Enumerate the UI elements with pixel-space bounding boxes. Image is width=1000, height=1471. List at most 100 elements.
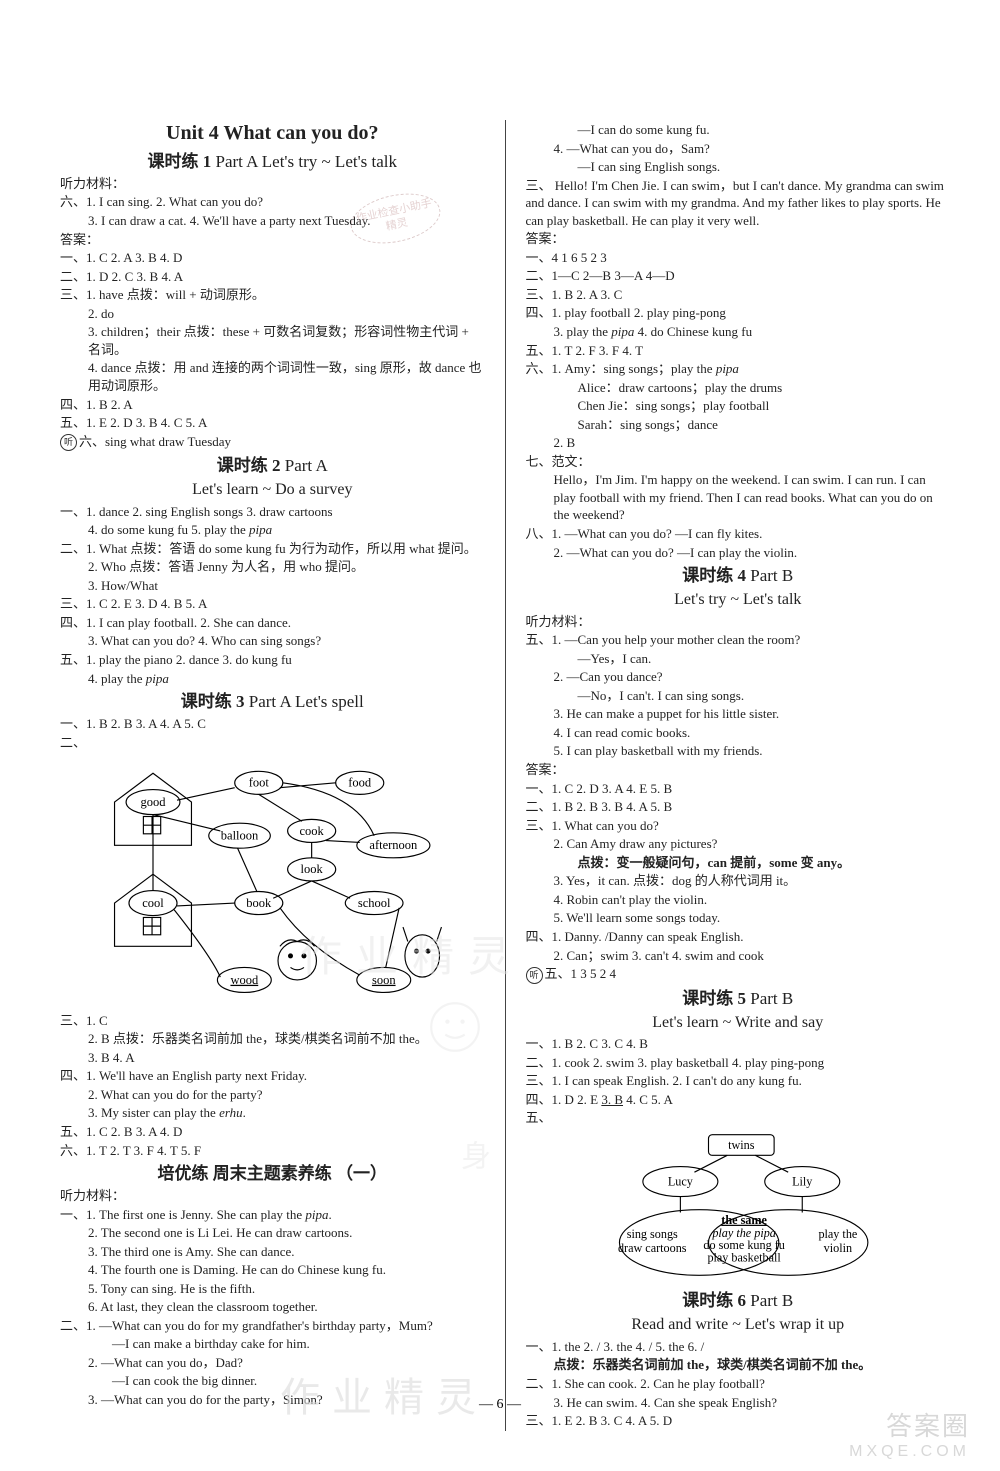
lesson6-sub: Read and write ~ Let's wrap it up	[526, 1314, 951, 1336]
py-one-6: 6. At last, they clean the classroom tog…	[60, 1298, 485, 1316]
l1-three-3: 3. children；their 点拨：these + 可数名词复数；形容词性…	[60, 323, 485, 358]
py-one-1: 一、1. The first one is Jenny. She can pla…	[60, 1206, 485, 1224]
l3-five: 五、1. C 2. B 3. A 4. D	[60, 1123, 485, 1141]
column-divider	[505, 120, 506, 1431]
lesson5-title-en: Part B	[750, 989, 793, 1008]
l1-one: 一、1. C 2. A 3. B 4. D	[60, 249, 485, 267]
py-title-text: 培优练 周末主题素养练 （一）	[158, 1164, 388, 1183]
svg-text:balloon: balloon	[221, 829, 259, 843]
l1-sixc: 听六、sing what draw Tuesday	[60, 433, 485, 452]
lesson4-title-en: Part B	[750, 566, 793, 585]
l3-three-1: 三、1. C	[60, 1012, 485, 1030]
l2-one-2: 4. do some kung fu 5. play the pipa	[60, 521, 485, 539]
pyc-eight-1: 八、1. —What can you do? —I can fly kites.	[526, 525, 951, 543]
svg-text:school: school	[358, 896, 391, 910]
l4-three-4: 4. Robin can't play the violin.	[526, 891, 951, 909]
svg-text:twins: twins	[728, 1138, 755, 1152]
l2-two-3: 3. How/What	[60, 577, 485, 595]
unit-title: Unit 4 What can you do?	[60, 120, 485, 147]
l5-two: 二、1. cook 2. swim 3. play basketball 4. …	[526, 1054, 951, 1072]
lesson5-title-chn: 课时练 5	[682, 989, 746, 1008]
l3-one: 一、1. B 2. B 3. A 4. A 5. C	[60, 715, 485, 733]
l2-five-1: 五、1. play the piano 2. dance 3. do kung …	[60, 651, 485, 669]
lesson4-title-chn: 课时练 4	[682, 566, 746, 585]
l4-one: 一、1. C 2. D 3. A 4. E 5. B	[526, 780, 951, 798]
l2-two-2: 2. Who 点拨：答语 Jenny 为人名，用 who 提问。	[60, 558, 485, 576]
py-two-1b: —I can make a birthday cake for him.	[60, 1335, 485, 1353]
l2-five-2: 4. play the pipa	[60, 670, 485, 688]
lesson4-sub: Let's try ~ Let's talk	[526, 589, 951, 611]
l1-tl-label: 听力材料：	[60, 175, 485, 193]
lesson2-title: 课时练 2 Part A	[60, 455, 485, 478]
lesson6-title-chn: 课时练 6	[682, 1291, 746, 1310]
lesson2-sub: Let's learn ~ Do a survey	[60, 479, 485, 501]
watermark-face-icon	[428, 1000, 482, 1054]
page-container: Unit 4 What can you do? 课时练 1 Part A Let…	[0, 0, 1000, 1471]
l4-fiveA: 听五、1 3 5 2 4	[526, 965, 951, 984]
l1-three-1: 三、1. have 点拨：will + 动词原形。	[60, 286, 485, 304]
svg-text:foot: foot	[249, 776, 270, 790]
svg-text:the same: the same	[721, 1213, 767, 1227]
svg-text:sing songs: sing songs	[626, 1227, 677, 1241]
l4-five-1b: —Yes，I can.	[526, 650, 951, 668]
l1-four: 四、1. B 2. A	[60, 396, 485, 414]
l2-four-2: 3. What can you do? 4. Who can sing song…	[60, 632, 485, 650]
pyc-six-3: Chen Jie：sing songs；play football	[526, 397, 951, 415]
l1-three-4: 4. dance 点拨：用 and 连接的两个词词性一致，sing 原形，故 d…	[60, 359, 485, 394]
lesson2-title-en: Part A	[285, 456, 328, 475]
pyc-2: 4. —What can you do，Sam?	[526, 140, 951, 158]
l4-three-5: 5. We'll learn some songs today.	[526, 909, 951, 927]
svg-text:cool: cool	[142, 896, 164, 910]
pyc-threeA: 三、1. B 2. A 3. C	[526, 286, 951, 304]
lesson3-title-en: Part A Let's spell	[249, 692, 364, 711]
svg-text:Lucy: Lucy	[667, 1174, 693, 1188]
pyc-seven: Hello，I'm Jim. I'm happy on the weekend.…	[526, 471, 951, 524]
l5-four: 四、1. D 2. E 3. B 4. C 5. A	[526, 1091, 951, 1109]
lesson3-title-chn: 课时练 3	[181, 692, 245, 711]
pyc-five: 五、1. T 2. F 3. F 4. T	[526, 342, 951, 360]
venn-diagram: twins Lucy Lily sing songs draw cartoons…	[576, 1130, 916, 1280]
py-one-4: 4. The fourth one is Daming. He can do C…	[60, 1261, 485, 1279]
l4-three-2: 2. Can Amy draw any pictures?	[526, 835, 951, 853]
svg-text:wood: wood	[230, 973, 259, 987]
lesson5-sub: Let's learn ~ Write and say	[526, 1012, 951, 1034]
watermark-char: 身	[450, 1140, 494, 1170]
lesson2-title-chn: 课时练 2	[217, 456, 281, 475]
py-one-2: 2. The second one is Li Lei. He can draw…	[60, 1224, 485, 1242]
lesson6-title: 课时练 6 Part B	[526, 1290, 951, 1313]
l4-five-3: 3. He can make a puppet for his little s…	[526, 705, 951, 723]
pyc-four-1: 四、1. play football 2. play ping-pong	[526, 304, 951, 322]
l3-two-label: 二、	[60, 734, 485, 752]
l5-three: 三、1. I can speak English. 2. I can't do …	[526, 1072, 951, 1090]
l4-five-4: 4. I can read comic books.	[526, 724, 951, 742]
l4-five-5: 5. I can play basketball with my friends…	[526, 742, 951, 760]
l4-four-2: 2. Can；swim 3. can't 4. swim and cook	[526, 947, 951, 965]
svg-text:Lily: Lily	[792, 1174, 813, 1188]
l1-two: 二、1. D 2. C 3. B 4. A	[60, 268, 485, 286]
audio-icon: 听	[526, 967, 543, 984]
py-two-1: 二、1. —What can you do for my grandfather…	[60, 1317, 485, 1335]
lesson5-title: 课时练 5 Part B	[526, 988, 951, 1011]
pyc-four-2: 3. play the pipa 4. do Chinese kung fu	[526, 323, 951, 341]
l3-three-3: 3. B 4. A	[60, 1049, 485, 1067]
pyc-3: —I can sing English songs.	[526, 158, 951, 176]
l4-three-3: 3. Yes，it can. 点拨：dog 的人称代词用 it。	[526, 872, 951, 890]
svg-text:play the: play the	[818, 1227, 857, 1241]
svg-text:play basketball: play basketball	[707, 1250, 781, 1264]
pyc-six-4: Sarah：sing songs；dance	[526, 416, 951, 434]
l2-four-1: 四、1. I can play football. 2. She can dan…	[60, 614, 485, 632]
py-one-3: 3. The third one is Amy. She can dance.	[60, 1243, 485, 1261]
svg-text:cook: cook	[299, 824, 324, 838]
pyc-seven-label: 七、范文：	[526, 453, 951, 471]
l5-five-label: 五、	[526, 1109, 951, 1127]
lesson4-title: 课时练 4 Part B	[526, 565, 951, 588]
pyc-two: 二、1—C 2—B 3—A 4—D	[526, 267, 951, 285]
pyc-three: 三、 Hello! I'm Chen Jie. I can swim，but I…	[526, 177, 951, 230]
stamp-line2: 精灵	[385, 217, 409, 233]
py-tl-label: 听力材料：	[60, 1187, 485, 1205]
left-column: Unit 4 What can you do? 课时练 1 Part A Let…	[60, 120, 485, 1431]
l4-two: 二、1. B 2. B 3. B 4. A 5. B	[526, 798, 951, 816]
svg-text:good: good	[141, 795, 167, 809]
watermark-corner: 答案圈 MXQE.COM	[849, 1406, 970, 1461]
l4-five-2: 2. —Can you dance?	[526, 668, 951, 686]
